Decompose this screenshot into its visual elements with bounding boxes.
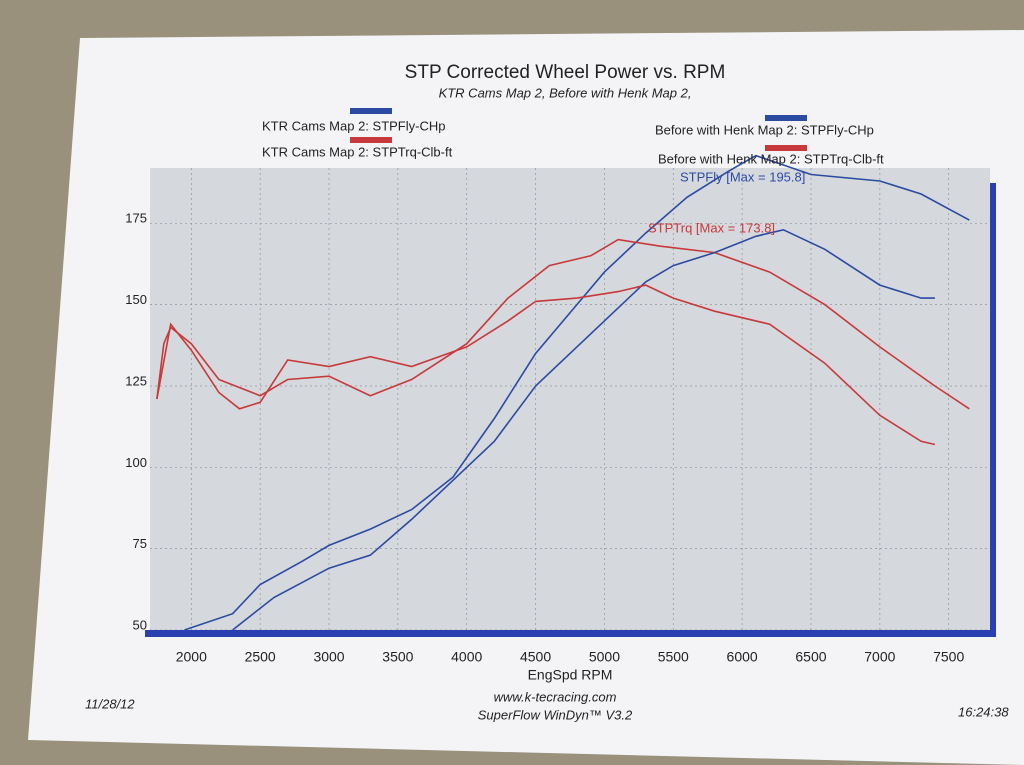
x-tick-label: 3500 — [382, 649, 413, 665]
annotation: STPFly [Max = 195.8] — [680, 169, 805, 184]
chart-subtitle: KTR Cams Map 2, Before with Henk Map 2, — [439, 85, 692, 100]
y-tick-label: 150 — [125, 292, 147, 307]
series-line — [156, 284, 936, 446]
footer-software: SuperFlow WinDyn™ V3.2 — [478, 707, 633, 722]
x-axis-label: EngSpd RPM — [528, 667, 613, 683]
series-line — [232, 228, 935, 631]
footer-date: 11/28/12 — [85, 696, 135, 711]
footer-url: www.k-tecracing.com — [494, 689, 617, 704]
series-line — [156, 238, 970, 410]
x-tick-label: 7500 — [933, 649, 964, 665]
legend-swatch — [350, 137, 392, 143]
y-tick-label: 75 — [133, 536, 147, 551]
x-tick-label: 7000 — [864, 649, 895, 665]
legend-swatch — [350, 108, 392, 114]
legend-swatch — [765, 115, 807, 121]
y-tick-label: 125 — [125, 373, 147, 388]
x-tick-label: 5000 — [589, 649, 620, 665]
annotation: STPTrq [Max = 173.8] — [648, 220, 775, 235]
x-tick-label: 2500 — [245, 649, 276, 665]
x-tick-label: 6000 — [727, 649, 758, 665]
legend-label: Before with Henk Map 2: STPTrq-Clb-ft — [658, 151, 884, 166]
footer-time: 16:24:38 — [958, 704, 1009, 719]
x-tick-label: 3000 — [313, 649, 344, 665]
x-tick-label: 4000 — [451, 649, 482, 665]
legend-label: Before with Henk Map 2: STPFly-CHp — [655, 122, 874, 137]
y-tick-label: 100 — [125, 455, 147, 470]
series-line — [184, 154, 970, 631]
x-tick-label: 6500 — [795, 649, 826, 665]
chart-title: STP Corrected Wheel Power vs. RPM — [405, 62, 726, 83]
legend-swatch — [765, 145, 807, 151]
x-axis — [145, 630, 990, 637]
legend-label: KTR Cams Map 2: STPTrq-Clb-ft — [262, 144, 453, 159]
y-tick-label: 50 — [133, 617, 147, 632]
legend-label: KTR Cams Map 2: STPFly-CHp — [262, 118, 445, 133]
x-tick-label: 5500 — [658, 649, 689, 665]
x-tick-label: 2000 — [176, 649, 207, 665]
y-tick-label: 175 — [125, 211, 147, 226]
y-axis-right — [990, 183, 996, 637]
plot-area — [150, 168, 990, 630]
x-tick-label: 4500 — [520, 649, 551, 665]
